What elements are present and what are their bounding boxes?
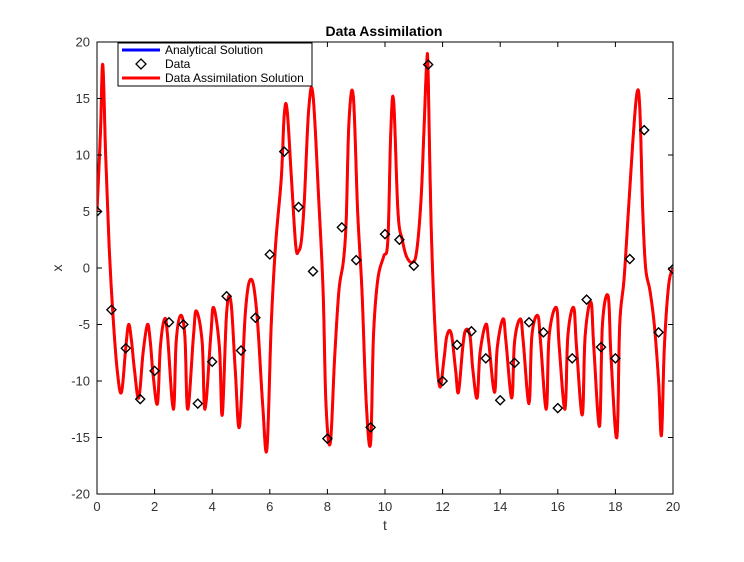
chart-title: Data Assimilation [326, 23, 443, 39]
series-layer [97, 52, 673, 454]
data-marker [566, 352, 578, 364]
legend-swatch-data [135, 58, 147, 70]
series-line-assimilation [97, 52, 673, 454]
x-tick-label: 20 [666, 499, 680, 514]
data-marker [307, 265, 319, 277]
y-tick-label: 15 [76, 91, 90, 106]
data-marker [451, 339, 463, 351]
axes-box [96, 41, 674, 495]
data-marker [163, 316, 175, 328]
x-tick-label: 18 [608, 499, 622, 514]
data-marker [653, 326, 665, 338]
data-marker [235, 345, 247, 356]
legend: Analytical Solution Data Data Assimilati… [117, 42, 313, 87]
data-marker [134, 393, 146, 405]
data-marker [480, 352, 492, 364]
data-marker [379, 228, 391, 240]
data-marker [293, 201, 305, 213]
legend-label-data: Data [165, 57, 191, 71]
y-tick-label: 5 [83, 204, 90, 219]
data-marker [537, 326, 549, 338]
y-tick-label: 10 [76, 148, 90, 163]
legend-label-analytical: Analytical Solution [165, 43, 263, 57]
data-marker [422, 59, 434, 71]
x-tick-label: 8 [324, 499, 331, 514]
data-marker [350, 254, 362, 266]
data-marker [278, 146, 290, 158]
data-marker [638, 124, 650, 136]
data-marker [192, 398, 204, 410]
data-marker [177, 319, 189, 330]
data-marker [97, 206, 103, 217]
x-tick-label: 14 [493, 499, 507, 514]
data-marker [609, 352, 621, 364]
x-tick-label: 16 [551, 499, 565, 514]
x-tick-label: 0 [93, 499, 100, 514]
x-tick-label: 10 [378, 499, 392, 514]
data-marker [149, 365, 161, 377]
data-marker [336, 221, 348, 233]
data-marker [595, 341, 607, 353]
legend-label-assimilation: Data Assimilation Solution [165, 71, 304, 85]
x-tick-label: 2 [151, 499, 158, 514]
x-tick-label: 12 [435, 499, 449, 514]
data-marker [494, 394, 506, 406]
data-marker [408, 260, 420, 272]
data-marker [552, 402, 564, 414]
data-marker [321, 433, 333, 445]
data-marker [437, 375, 449, 387]
plot-area: 0 2 4 6 8 10 12 14 16 18 20 -20 -15 -10 -5 0 5 10 15 20 [71, 35, 680, 515]
y-tick-label: -20 [71, 487, 90, 502]
data-marker [206, 356, 218, 368]
data-marker [264, 248, 276, 260]
data-marker [523, 316, 535, 328]
x-tick-label: 6 [266, 499, 273, 514]
y-tick-label: -10 [71, 374, 90, 389]
data-marker [120, 342, 132, 354]
data-marker [465, 325, 477, 337]
data-marker [624, 253, 636, 265]
data-marker [249, 312, 261, 324]
y-tick-label: 20 [76, 35, 90, 50]
data-marker [221, 290, 233, 302]
data-marker [365, 421, 377, 433]
y-tick-label: -5 [78, 317, 90, 332]
data-marker [581, 294, 593, 306]
ticks-layer: 0 2 4 6 8 10 12 14 16 18 20 -20 -15 -10 -5 0 5 10 15 20 [71, 35, 680, 515]
y-tick-label: 0 [83, 261, 90, 276]
data-marker [509, 357, 521, 369]
y-axis-label: x [49, 265, 65, 272]
x-axis-label: t [383, 517, 387, 533]
data-marker [393, 234, 405, 246]
x-tick-label: 4 [209, 499, 216, 514]
data-marker [105, 304, 117, 316]
y-tick-label: -15 [71, 430, 90, 445]
